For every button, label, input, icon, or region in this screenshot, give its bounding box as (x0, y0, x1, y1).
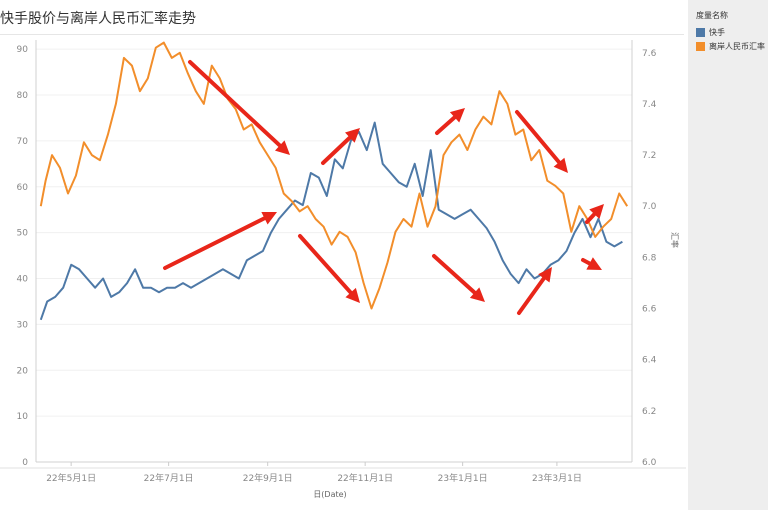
trend-arrow-head-2 (345, 287, 360, 303)
x-axis-label: 日(Date) (313, 490, 346, 499)
trend-arrow-head-8 (589, 204, 604, 219)
trend-arrow-head-3 (345, 128, 360, 143)
legend-item-cnh[interactable]: 离岸人民币汇率 (696, 41, 765, 52)
y-right-tick-6.6: 6.6 (642, 305, 657, 315)
trend-arrow-7 (517, 267, 552, 315)
legend-label-cnh: 离岸人民币汇率 (709, 42, 765, 51)
dual-axis-line-chart: 0 10 20 30 40 50 60 70 80 90 6.0 6.2 6.4 6.6 6.8 7.0 7.2… (0, 40, 686, 499)
y-right-tick-6.4: 6.4 (642, 356, 657, 366)
trend-arrow-shaft-1 (163, 216, 267, 270)
y-right-tick-7.2: 7.2 (642, 151, 656, 161)
y-left-tick-70: 70 (17, 137, 29, 147)
y-left-tick-80: 80 (17, 91, 29, 101)
trend-arrow-6 (515, 110, 568, 173)
x-tick-3: 22年11月1日 (337, 472, 393, 484)
trend-arrow-5 (432, 254, 485, 302)
trend-arrow-3 (321, 128, 360, 165)
trend-arrow-0 (188, 60, 290, 155)
title-divider (0, 34, 684, 35)
y-left-tick-60: 60 (17, 183, 29, 193)
chart-title: 快手股价与离岸人民币汇率走势 (0, 11, 196, 27)
y-right-tick-6.8: 6.8 (642, 253, 657, 263)
legend-swatch-cnh (696, 42, 705, 51)
trend-arrow-shaft-7 (517, 276, 546, 315)
y-left-tick-0: 0 (22, 458, 28, 468)
x-tick-2: 22年9月1日 (243, 472, 293, 484)
series-line-0 (39, 121, 623, 321)
y-right-tick-6.0: 6.0 (642, 458, 657, 468)
trend-arrow-head-9 (586, 257, 602, 270)
y-left-tick-20: 20 (17, 366, 29, 376)
gridlines (36, 48, 632, 417)
legend-item-kuaishou[interactable]: 快手 (696, 27, 725, 38)
trend-arrow-9 (581, 257, 602, 270)
trend-arrow-shaft-2 (298, 234, 353, 295)
trend-arrow-shaft-9 (581, 258, 592, 266)
trend-arrow-shaft-4 (435, 115, 457, 135)
series-lines (39, 41, 629, 321)
series-line-1 (39, 41, 629, 310)
y-right-tick-6.2: 6.2 (642, 407, 656, 417)
trend-arrow-8 (585, 204, 604, 224)
x-tick-1: 22年7月1日 (144, 472, 194, 484)
trend-arrows (163, 60, 604, 315)
y-right-tick-7.6: 7.6 (642, 49, 657, 59)
trend-arrow-head-1 (261, 212, 277, 225)
trend-arrow-head-7 (538, 267, 552, 283)
y-left-tick-30: 30 (17, 320, 29, 330)
trend-arrow-head-0 (274, 140, 290, 155)
y-left-tick-10: 10 (17, 412, 29, 422)
trend-arrow-head-4 (449, 108, 465, 123)
axes: 0 10 20 30 40 50 60 70 80 90 6.0 6.2 6.4 6.6 6.8 7.0 7.2… (0, 40, 686, 484)
y-right-tick-7.4: 7.4 (642, 100, 657, 110)
trend-arrow-shaft-8 (585, 212, 597, 224)
trend-arrow-shaft-6 (515, 110, 562, 165)
trend-arrow-head-5 (469, 287, 485, 302)
y-right-tick-7.0: 7.0 (642, 202, 657, 212)
legend-panel: 度量名称 快手 离岸人民币汇率 (688, 0, 768, 510)
legend-title: 度量名称 (696, 11, 728, 20)
trend-arrow-shaft-5 (432, 254, 477, 295)
trend-arrow-2 (298, 234, 360, 303)
y-left-tick-40: 40 (17, 275, 29, 285)
trend-arrow-shaft-0 (188, 60, 282, 148)
trend-arrow-shaft-3 (321, 135, 352, 165)
y-left-tick-50: 50 (17, 229, 29, 239)
trend-arrow-1 (163, 212, 277, 270)
x-tick-5: 23年3月1日 (532, 472, 582, 484)
x-tick-0: 22年5月1日 (46, 472, 96, 484)
x-tick-4: 23年1月1日 (438, 472, 488, 484)
y-left-tick-90: 90 (17, 45, 29, 55)
legend-label-kuaishou: 快手 (709, 28, 725, 37)
trend-arrow-4 (435, 108, 465, 135)
trend-arrow-head-6 (553, 157, 568, 173)
y-axis-right-label: 汇率 (670, 232, 680, 248)
legend-swatch-kuaishou (696, 28, 705, 37)
